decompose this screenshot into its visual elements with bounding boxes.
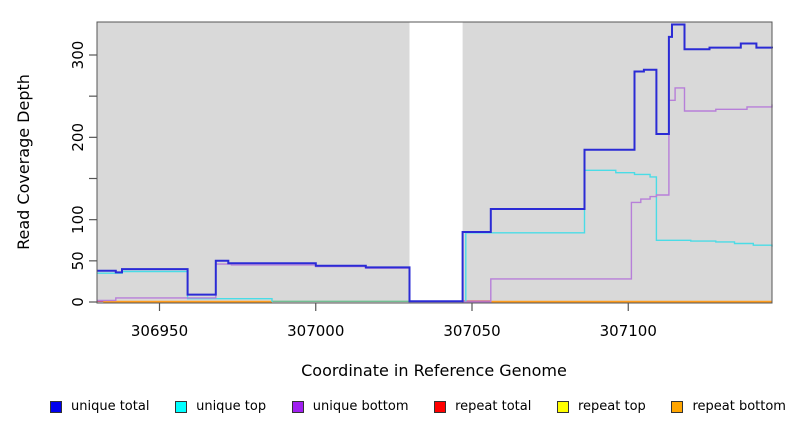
- legend-label: unique total: [71, 399, 150, 414]
- coverage-plot: 306950 307000 307050 307100 0 50 100 200 300 Coo…: [14, 21, 773, 380]
- plot-layers: 306950 307000 307050 307100 0 50 100 200 300: [69, 21, 773, 340]
- legend-swatch-icon: [557, 400, 569, 413]
- legend-item-repeat-total: repeat total: [434, 399, 531, 414]
- y-tick-label: 300: [69, 41, 87, 70]
- legend-label: repeat bottom: [692, 399, 786, 414]
- legend-swatch-icon: [291, 400, 304, 413]
- legend-label: unique top: [196, 399, 267, 414]
- legend-swatch-icon: [175, 400, 188, 413]
- legend-item-unique-top: unique top: [175, 399, 266, 414]
- x-tick-label: 306950: [131, 322, 188, 340]
- legend: unique total unique top unique bottom repea…: [50, 399, 786, 414]
- legend-label: repeat total: [455, 399, 532, 414]
- plot-frame: [96, 21, 773, 304]
- y-tick-label: 0: [69, 297, 87, 307]
- y-tick-label: 50: [69, 251, 87, 270]
- masked-region: [409, 22, 463, 303]
- legend-swatch-icon: [50, 400, 62, 413]
- series-line-unique-total: [97, 23, 773, 303]
- legend-item-repeat-bottom: repeat bottom: [671, 399, 786, 414]
- legend-swatch-icon: [434, 400, 447, 413]
- legend-item-unique-bottom: unique bottom: [291, 399, 409, 414]
- x-axis-title: Coordinate in Reference Genome: [301, 361, 567, 380]
- y-axis-title: Read Coverage Depth: [14, 74, 33, 250]
- legend-label: repeat top: [578, 399, 646, 414]
- x-tick-label: 307100: [600, 322, 657, 340]
- legend-swatch-icon: [671, 400, 684, 413]
- y-tick-label: 200: [69, 123, 87, 152]
- series-line-unique-bottom: [97, 87, 773, 303]
- x-tick-label: 307000: [287, 322, 344, 340]
- x-tick-label: 307050: [443, 322, 500, 340]
- legend-item-repeat-top: repeat top: [557, 399, 646, 414]
- legend-label: unique bottom: [312, 399, 409, 414]
- y-tick-label: 100: [69, 205, 87, 234]
- legend-item-unique-total: unique total: [50, 399, 149, 414]
